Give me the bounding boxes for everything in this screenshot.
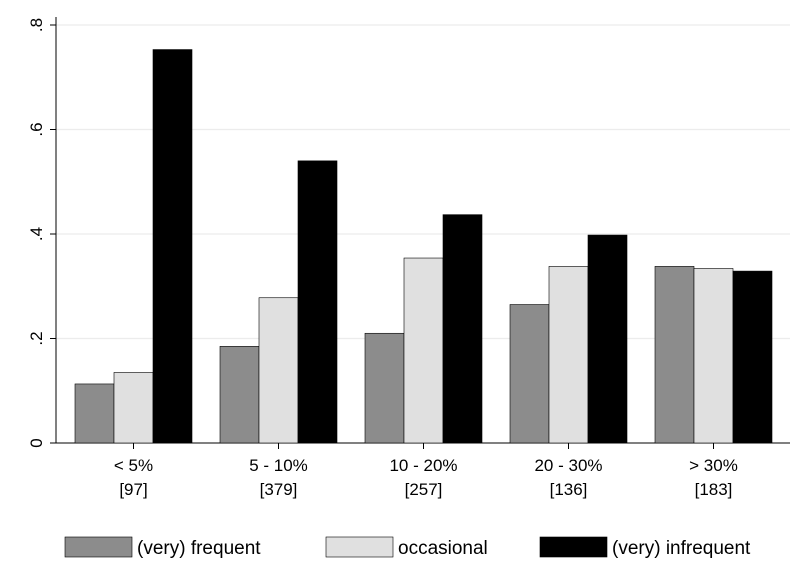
bars (74, 49, 773, 444)
legend-label-2: occasional (398, 538, 488, 559)
x-category-count-5: [183] (695, 480, 733, 499)
bar-5-series-3 (732, 270, 773, 444)
y-axis-ticks: 0 .2 .4 .6 .8 (27, 18, 56, 448)
bar-4-series-2 (548, 266, 589, 444)
bar-1-series-2 (113, 372, 154, 444)
bar-5-series-1 (654, 266, 695, 444)
x-category-label-3: 10 - 20% (389, 456, 457, 475)
bar-4-series-1 (509, 304, 550, 444)
x-category-label-5: > 30% (689, 456, 738, 475)
y-tick-label-2: .4 (27, 227, 46, 241)
bar-1-series-1 (74, 383, 115, 444)
bar-2-series-2 (258, 297, 299, 444)
y-tick-label-4: .8 (27, 18, 46, 32)
x-category-label-4: 20 - 30% (534, 456, 602, 475)
legend-swatch-1 (64, 536, 133, 558)
y-tick-label-1: .2 (27, 331, 46, 345)
bar-3-series-2 (403, 257, 444, 444)
legend-swatch-2 (325, 536, 394, 558)
legend-label-3: (very) infrequent (612, 538, 751, 559)
bar-2-series-3 (297, 160, 338, 444)
x-category-label-2: 5 - 10% (249, 456, 308, 475)
bar-5-series-2 (693, 268, 734, 444)
x-category-count-3: [257] (405, 480, 443, 499)
bar-3-series-3 (442, 214, 483, 444)
bar-2-series-1 (219, 346, 260, 444)
x-axis-labels: < 5% [97] 5 - 10% [379] 10 - 20% [257] 20 - 30… (114, 443, 738, 499)
bar-4-series-3 (587, 234, 628, 444)
y-tick-label-0: 0 (27, 438, 46, 447)
bar-1-series-3 (152, 49, 193, 444)
legend-label-1: (very) frequent (137, 538, 261, 559)
x-category-count-2: [379] (260, 480, 298, 499)
x-category-count-1: [97] (119, 480, 147, 499)
x-category-count-4: [136] (550, 480, 588, 499)
bar-3-series-1 (364, 332, 405, 444)
y-tick-label-3: .6 (27, 122, 46, 136)
legend-swatch-3 (539, 536, 608, 558)
x-category-label-1: < 5% (114, 456, 153, 475)
legend: (very) frequent occasional (very) infreque… (64, 536, 751, 559)
